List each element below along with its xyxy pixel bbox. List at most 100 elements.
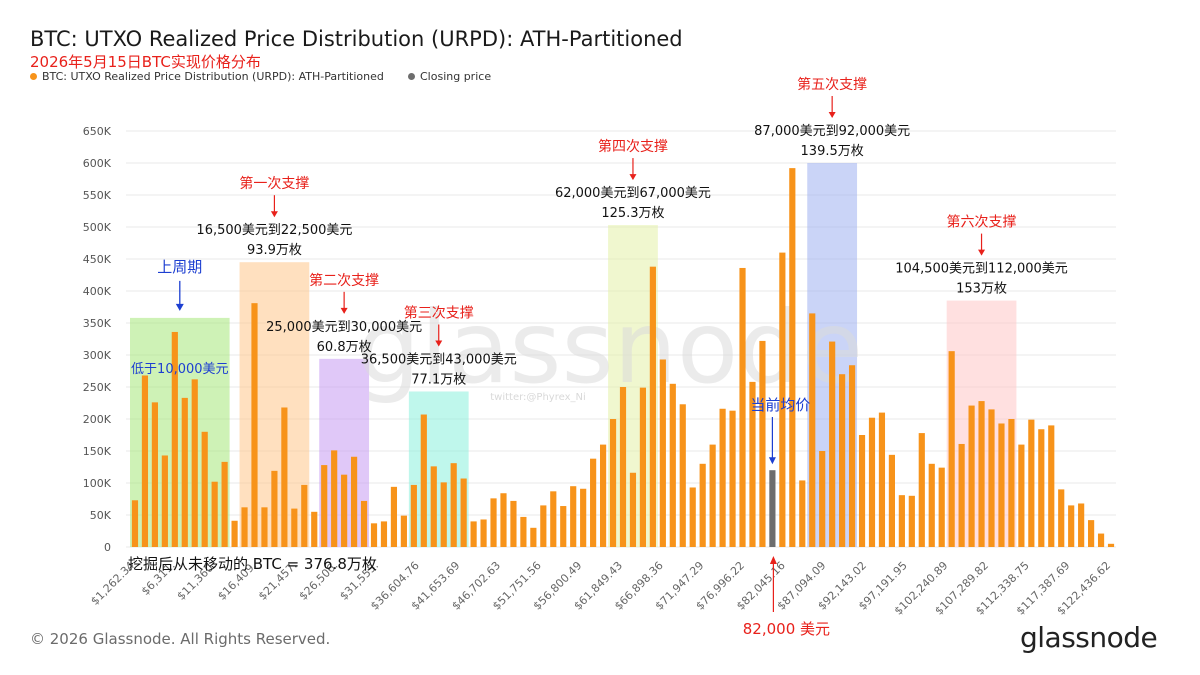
bar: [500, 493, 507, 547]
zone-range: 104,500美元到112,000美元: [895, 262, 1068, 277]
bar: [868, 417, 876, 547]
bar: [440, 482, 447, 547]
bar: [958, 443, 965, 547]
legend-label-urpd: BTC: UTXO Realized Price Distribution (U…: [42, 70, 384, 83]
bar: [599, 444, 607, 547]
y-tick-label: 150K: [83, 445, 112, 458]
bar: [321, 465, 328, 547]
bar: [480, 519, 487, 547]
y-tick-label: 550K: [83, 189, 112, 202]
chart-title: BTC: UTXO Realized Price Distribution (U…: [30, 27, 683, 51]
y-tick-label: 450K: [83, 253, 112, 266]
bar: [689, 487, 696, 547]
zone-label: 上周期: [157, 258, 202, 276]
arrow-head: [270, 211, 278, 218]
arrow-head: [768, 457, 776, 465]
bar: [181, 397, 188, 547]
bar: [918, 433, 925, 547]
zone-label: 第二次支撑: [309, 272, 379, 289]
legend-dot-urpd: [30, 73, 37, 80]
bar: [848, 365, 856, 547]
zone-label: 第五次支撑: [797, 76, 867, 93]
zone-range: 16,500美元到22,500美元: [196, 223, 352, 238]
bar: [839, 374, 846, 547]
bar: [430, 466, 437, 547]
bar: [570, 486, 577, 547]
arrow-head: [828, 112, 836, 118]
zone-range: 36,500美元到43,000美元: [361, 352, 517, 367]
legend-item-closing-price[interactable]: Closing price: [408, 70, 491, 83]
bar: [460, 478, 467, 547]
bar: [1038, 429, 1045, 547]
bar: [1097, 533, 1105, 547]
bar: [948, 351, 955, 547]
y-tick-label: 400K: [83, 285, 112, 298]
bar: [520, 516, 527, 547]
bar: [301, 484, 308, 547]
bar: [619, 387, 627, 547]
y-tick-label: 350K: [83, 317, 112, 330]
bar: [470, 521, 477, 547]
zone-range: 25,000美元到30,000美元: [266, 320, 422, 335]
zone-amount: 153万枚: [956, 282, 1007, 297]
price-annotations: 当前均价 82,000 美元 挖掘后从未移动的 BTC = 376.8万枚: [128, 396, 830, 638]
bar: [829, 341, 836, 547]
bar: [351, 456, 358, 547]
bar: [709, 444, 716, 547]
bar: [898, 495, 905, 547]
bar: [978, 401, 985, 547]
unmoved-btc-label: 挖掘后从未移动的 BTC = 376.8万枚: [128, 555, 377, 573]
zone-label: 第四次支撑: [598, 138, 668, 155]
bar: [938, 467, 945, 547]
brand-logo: glassnode: [1020, 621, 1158, 654]
bar: [540, 505, 547, 547]
bar: [231, 520, 238, 547]
bar: [151, 402, 158, 547]
support-zone: [408, 391, 469, 547]
bar: [1078, 503, 1085, 547]
watermark-handle: twitter:@Phyrex_Ni: [490, 392, 586, 403]
bar: [530, 527, 537, 547]
bar: [669, 383, 676, 547]
bar: [928, 463, 935, 547]
bar: [331, 450, 338, 547]
legend-item-urpd[interactable]: BTC: UTXO Realized Price Distribution (U…: [30, 70, 384, 83]
bar: [241, 507, 248, 547]
bar: [450, 463, 457, 547]
bar: [261, 507, 268, 547]
bar: [1008, 419, 1015, 547]
arrow-head: [629, 174, 637, 181]
bar: [580, 488, 587, 547]
zone-range: 62,000美元到67,000美元: [555, 186, 711, 201]
bar: [490, 498, 497, 547]
bar: [1058, 489, 1065, 547]
bar: [1018, 444, 1025, 547]
bar: [659, 359, 666, 547]
zone-range: 低于10,000美元: [131, 362, 229, 377]
y-tick-label: 100K: [83, 477, 112, 490]
bar-series: [131, 168, 1115, 547]
bar: [201, 431, 208, 547]
bar: [809, 313, 816, 547]
copyright: © 2026 Glassnode. All Rights Reserved.: [30, 630, 331, 648]
bar: [878, 412, 886, 547]
bar: [131, 500, 139, 547]
current-price-label: 82,000 美元: [743, 620, 830, 638]
zone-amount: 125.3万枚: [601, 206, 664, 221]
bar: [1028, 419, 1035, 547]
bar: [400, 515, 407, 547]
bar: [161, 455, 168, 547]
bar: [360, 500, 368, 547]
zone-range: 87,000美元到92,000美元: [754, 124, 910, 139]
bar: [609, 419, 617, 547]
zone-amount: 77.1万枚: [411, 372, 466, 387]
bar: [759, 340, 766, 547]
bar: [590, 458, 597, 547]
chart-subtitle: 2026年5月15日BTC实现价格分布: [30, 53, 261, 71]
zone-label: 第三次支撑: [404, 304, 474, 321]
bar: [998, 423, 1005, 547]
bar: [271, 470, 278, 547]
bar: [629, 472, 637, 547]
bar: [888, 454, 895, 547]
